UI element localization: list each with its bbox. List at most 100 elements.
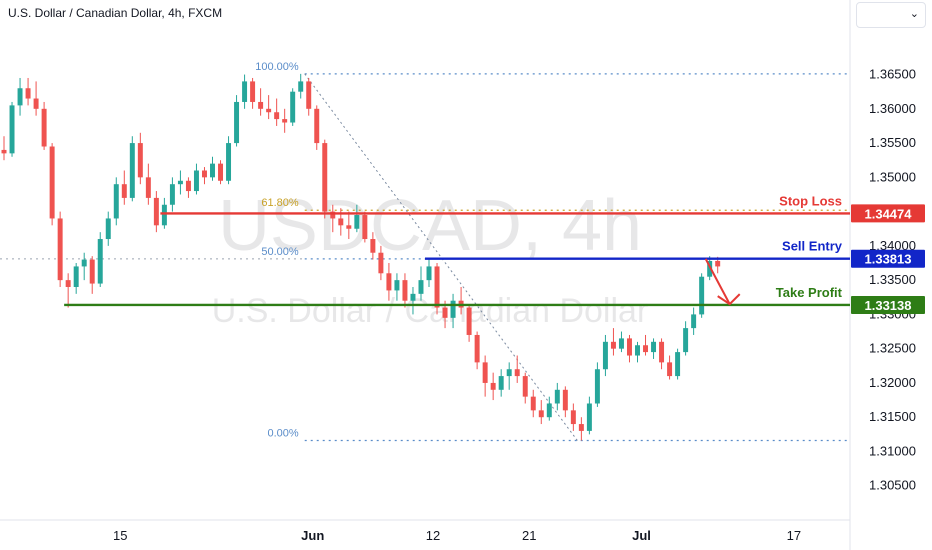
candle: [699, 273, 705, 318]
candle: [274, 98, 280, 126]
candle-body: [65, 280, 71, 287]
candle-body: [522, 376, 528, 397]
candle-body: [193, 170, 199, 192]
candle: [474, 331, 480, 370]
candle-body: [643, 345, 649, 353]
candle-body: [602, 341, 608, 370]
candle: [594, 362, 600, 407]
watermark-name: U.S. Dollar / Canadian Dollar: [212, 292, 649, 330]
y-tick-label: 1.31500: [869, 409, 916, 424]
candle-body: [81, 259, 87, 267]
x-tick-label: Jun: [301, 528, 324, 543]
candle: [41, 101, 47, 150]
candle-body: [578, 424, 584, 431]
price-tag-bg: [851, 295, 925, 314]
candle: [81, 252, 87, 281]
candle: [25, 77, 31, 106]
candle: [234, 95, 240, 147]
trade-level-label: Sell Entry: [782, 239, 843, 254]
candle-body: [482, 362, 488, 383]
y-tick-label: 1.36500: [869, 67, 916, 82]
candle: [346, 211, 352, 240]
candle: [57, 211, 63, 287]
x-tick-label: Jul: [632, 528, 651, 543]
candle: [538, 400, 544, 425]
candle: [370, 232, 376, 260]
candle-body: [282, 119, 288, 123]
candle: [466, 304, 472, 342]
candle: [498, 369, 504, 397]
candle: [89, 256, 95, 294]
candle-body: [474, 334, 480, 363]
candle-body: [394, 280, 400, 291]
candle-body: [137, 143, 143, 178]
candle-body: [105, 218, 111, 240]
candle-body: [410, 293, 416, 301]
candle-body: [338, 218, 344, 226]
candle: [169, 177, 175, 212]
candle-body: [242, 81, 248, 102]
candle-body: [442, 307, 448, 318]
candle: [643, 334, 649, 356]
candle: [562, 386, 568, 418]
x-tick-label: 12: [426, 528, 440, 543]
candle: [426, 258, 432, 287]
candle: [73, 263, 79, 294]
candle-body: [322, 143, 328, 212]
candle: [210, 156, 215, 181]
candle: [137, 132, 143, 185]
candle-body: [594, 369, 600, 404]
candle-body: [618, 338, 624, 349]
candle-body: [434, 266, 440, 308]
candle-body: [218, 163, 224, 181]
candle-body: [57, 218, 63, 281]
candle-body: [9, 105, 15, 154]
candle-body: [1, 149, 7, 154]
candle: [105, 211, 111, 246]
y-tick-label: 1.32500: [869, 341, 916, 356]
candle-body: [250, 81, 256, 102]
candle-body: [354, 215, 360, 229]
chevron-down-icon: ⌄: [909, 8, 919, 20]
candle-body: [41, 108, 47, 147]
candle: [506, 362, 512, 390]
candle: [290, 88, 296, 126]
candle-body: [659, 341, 665, 363]
candle: [514, 355, 520, 383]
candle-body: [707, 260, 713, 277]
candle: [322, 139, 328, 219]
candle: [659, 338, 665, 370]
price-tag-bg: [851, 204, 925, 223]
candle-body: [683, 328, 689, 353]
candle: [570, 403, 576, 431]
y-tick-label: 1.30500: [869, 478, 916, 493]
candle-body: [715, 260, 721, 267]
fib-level-label: 100.00%: [255, 61, 299, 73]
candle-body: [258, 101, 264, 109]
y-tick-label: 1.35500: [869, 135, 916, 150]
candle: [129, 136, 135, 202]
candle: [1, 136, 7, 161]
candle: [185, 177, 191, 198]
candle: [9, 101, 15, 157]
y-tick-label: 1.36000: [869, 101, 916, 116]
trade-level-label: Stop Loss: [779, 193, 842, 208]
watermark-symbol: USDCAD, 4h: [218, 186, 642, 266]
price-tag-label: 1.33813: [865, 252, 912, 267]
candle: [602, 334, 608, 377]
candle: [314, 105, 320, 150]
candle-body: [426, 266, 432, 281]
candle: [145, 163, 151, 205]
candle: [667, 355, 673, 380]
candle-body: [490, 382, 496, 390]
candle-body: [530, 396, 536, 411]
chart-settings-button[interactable]: ⌄: [856, 2, 926, 28]
candle: [434, 263, 440, 315]
candle-body: [370, 239, 376, 253]
candle-body: [635, 345, 640, 356]
candle: [610, 328, 616, 356]
candle-body: [554, 389, 560, 404]
candle: [586, 396, 592, 435]
candle: [546, 396, 552, 421]
